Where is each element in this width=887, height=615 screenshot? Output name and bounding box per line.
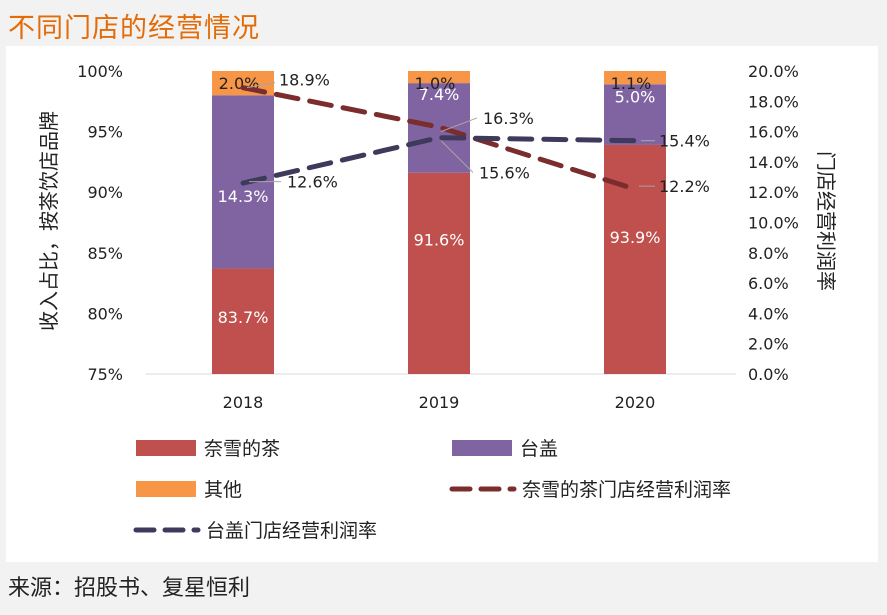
bar-naixue — [408, 172, 470, 374]
legend-other-swatch — [136, 481, 196, 497]
leader-line — [440, 140, 474, 173]
bar-other — [408, 71, 470, 84]
y2-tick-label: 20.0% — [748, 62, 799, 81]
chart-svg: 75% 80% 85% 90% 95% 100% 0.0% 2.0% 4.0% 6.0% 8.0% 1… — [37, 62, 838, 542]
y-tick-label: 90% — [87, 183, 123, 202]
y2-tick-label: 6.0% — [748, 274, 789, 293]
y2-tick-label: 2.0% — [748, 335, 789, 354]
bar-label-taigai: 14.3% — [218, 187, 269, 206]
y2-axis-title: 门店经营利润率 — [814, 151, 838, 291]
source-note: 来源：招股书、复星恒利 — [8, 576, 251, 601]
bar-label-naixue: 83.7% — [218, 308, 269, 327]
y-tick-label: 95% — [87, 123, 123, 142]
line-naixue-margin — [240, 85, 638, 192]
legend-other-label: 其他 — [204, 479, 242, 501]
y-tick-label: 75% — [87, 365, 123, 384]
line-label-naixue: 18.9% — [279, 71, 330, 90]
line-label-naixue: 12.2% — [659, 177, 710, 196]
y-tick-label: 80% — [87, 304, 123, 323]
bar-naixue — [212, 268, 274, 374]
line-label-taigai: 15.4% — [659, 132, 710, 151]
bar-other — [604, 71, 666, 85]
y2-tick-label: 16.0% — [748, 123, 799, 142]
y2-tick-label: 4.0% — [748, 304, 789, 323]
y-tick-label: 100% — [77, 62, 123, 81]
x-tick-label: 2020 — [615, 393, 656, 412]
legend-taigai-label: 台盖 — [520, 438, 558, 460]
y-tick-label: 85% — [87, 244, 123, 263]
y2-tick-label: 8.0% — [748, 244, 789, 263]
legend-naixue-margin-label: 奈雪的茶门店经营利润率 — [522, 479, 731, 501]
x-tick-label: 2019 — [419, 393, 460, 412]
bar-label-other: 1.1% — [611, 74, 652, 93]
y-axis-title: 收入占比，按茶饮店品牌 — [37, 111, 61, 331]
bar-label-taigai: 5.0% — [615, 88, 656, 107]
y2-tick-label: 14.0% — [748, 153, 799, 172]
line-label-naixue: 16.3% — [483, 109, 534, 128]
legend-taigai-swatch — [452, 440, 512, 456]
bar-label-other: 1.0% — [415, 74, 456, 93]
bar-taigai — [604, 84, 666, 145]
y2-tick-label: 18.0% — [748, 92, 799, 111]
leader-line — [246, 82, 276, 89]
leader-line — [440, 117, 478, 133]
line-label-taigai: 12.6% — [287, 173, 338, 192]
legend-naixue-swatch — [136, 440, 196, 456]
bar-naixue — [604, 144, 666, 374]
chart-title: 不同门店的经营情况 — [8, 13, 260, 44]
bar-taigai — [408, 83, 470, 173]
bar-label-naixue: 91.6% — [414, 231, 465, 250]
chart-panel: 75% 80% 85% 90% 95% 100% 0.0% 2.0% 4.0% 6.0% 8.0% 1… — [6, 46, 878, 562]
y2-tick-label: 12.0% — [748, 183, 799, 202]
y2-tick-label: 0.0% — [748, 365, 789, 384]
line-taigai-margin — [240, 135, 638, 186]
line-label-taigai: 15.6% — [479, 164, 530, 183]
bar-label-naixue: 93.9% — [610, 228, 661, 247]
y2-tick-label: 10.0% — [748, 214, 799, 233]
legend-naixue-label: 奈雪的茶 — [204, 438, 280, 460]
legend-taigai-margin-label: 台盖门店经营利润率 — [206, 520, 377, 542]
bar-label-taigai: 7.4% — [419, 85, 460, 104]
x-tick-label: 2018 — [223, 393, 264, 412]
